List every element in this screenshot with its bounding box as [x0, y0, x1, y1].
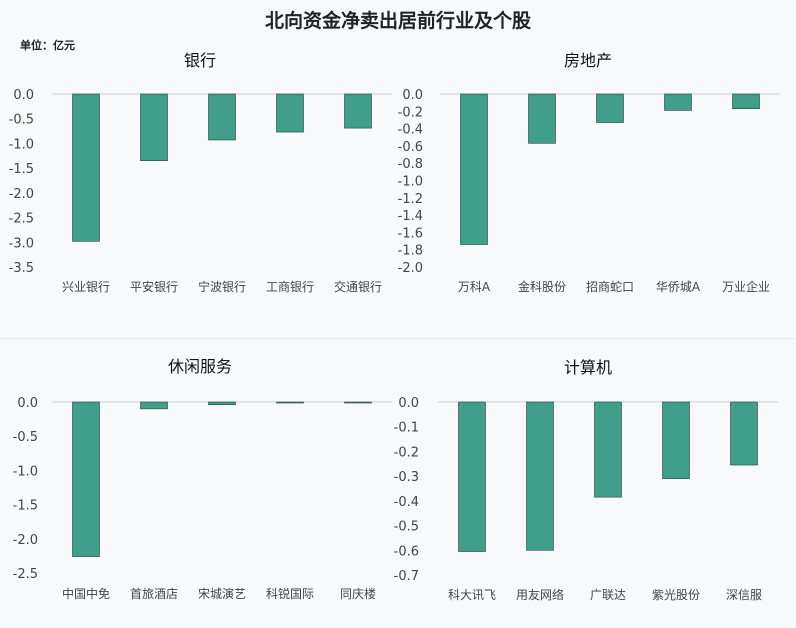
bar [594, 401, 622, 498]
x-category-label: 宁波银行 [198, 279, 246, 294]
y-tick-label: -2.0 [9, 187, 34, 202]
bar [276, 401, 304, 404]
y-tick-label: -0.5 [394, 520, 419, 535]
y-tick-label: -0.2 [394, 445, 419, 460]
page-title: 北向资金净卖出居前行业及个股 [264, 10, 531, 32]
y-tick-label: -1.6 [398, 226, 423, 241]
y-tick-label: -2.0 [13, 533, 38, 548]
chart-title: 计算机 [564, 358, 612, 377]
x-category-label: 广联达 [590, 588, 626, 602]
x-category-label: 招商蛇口 [586, 279, 634, 294]
panel-divider [0, 338, 796, 339]
y-tick-label: 0.0 [13, 88, 34, 103]
y-tick-label: -1.4 [398, 209, 423, 224]
x-category-label: 首旅酒店 [130, 587, 178, 601]
chart-title: 休闲服务 [168, 357, 232, 376]
y-tick-label: -0.7 [394, 569, 419, 584]
x-category-label: 宋城演艺 [198, 586, 246, 601]
y-tick-label: -3.0 [9, 236, 34, 251]
y-tick-label: -2.5 [9, 212, 34, 227]
bar [664, 93, 692, 111]
x-category-label: 交通银行 [334, 279, 382, 294]
y-tick-label: -1.5 [13, 499, 38, 514]
x-category-label: 紫光股份 [652, 588, 700, 602]
y-tick-label: -1.5 [9, 162, 34, 177]
y-tick-label: -0.1 [394, 421, 419, 436]
bar [460, 93, 488, 245]
x-category-label: 兴业银行 [62, 280, 110, 294]
bar [730, 401, 758, 466]
x-category-label: 深信服 [726, 588, 762, 602]
x-category-label: 用友网络 [516, 587, 564, 602]
y-tick-label: -1.8 [398, 244, 423, 259]
y-tick-label: -1.0 [398, 175, 423, 190]
bar [72, 401, 100, 557]
bar [458, 401, 486, 552]
y-tick-label: -1.0 [13, 464, 38, 479]
bar [662, 401, 690, 479]
x-category-label: 科锐国际 [266, 587, 314, 601]
x-category-label: 华侨城A [656, 280, 701, 294]
y-tick-label: -0.8 [398, 157, 423, 172]
bar [732, 93, 760, 110]
y-tick-label: 0.0 [17, 396, 38, 411]
bar [276, 93, 304, 133]
bar [344, 401, 372, 404]
y-tick-label: -1.0 [9, 137, 34, 152]
bar [596, 93, 624, 123]
y-tick-label: -0.6 [394, 544, 419, 559]
x-category-label: 工商银行 [266, 279, 314, 294]
bar [140, 93, 168, 162]
y-tick-label: -1.2 [398, 192, 423, 207]
y-tick-label: -0.2 [398, 105, 423, 120]
x-category-label: 金科股份 [518, 279, 566, 294]
x-category-label: 同庆楼 [340, 586, 376, 601]
y-tick-label: -2.0 [398, 261, 423, 276]
y-tick-label: -2.5 [13, 567, 38, 582]
bar [208, 401, 236, 406]
y-tick-label: -0.3 [394, 470, 419, 485]
y-tick-label: 0.0 [398, 396, 419, 411]
x-category-label: 中国中免 [62, 586, 110, 601]
bar [72, 93, 100, 242]
bar [526, 401, 554, 551]
x-category-label: 科大讯飞 [448, 588, 496, 602]
y-tick-label: -0.4 [394, 495, 419, 510]
x-category-label: 万业企业 [722, 279, 770, 294]
chart-title: 银行 [184, 51, 216, 70]
bar [344, 93, 372, 129]
y-tick-label: -0.5 [13, 430, 38, 445]
x-category-label: 平安银行 [130, 279, 178, 294]
y-tick-label: -0.6 [398, 140, 423, 155]
bar [528, 93, 556, 144]
y-tick-label: -0.5 [9, 113, 34, 128]
y-tick-label: -3.5 [9, 261, 34, 276]
bar [208, 93, 236, 141]
bar [140, 401, 168, 410]
y-tick-label: -0.4 [398, 123, 423, 138]
chart-title: 房地产 [564, 51, 612, 70]
y-tick-label: 0.0 [402, 88, 423, 103]
x-category-label: 万科A [458, 280, 491, 294]
unit-label: 单位：亿元 [20, 39, 75, 52]
